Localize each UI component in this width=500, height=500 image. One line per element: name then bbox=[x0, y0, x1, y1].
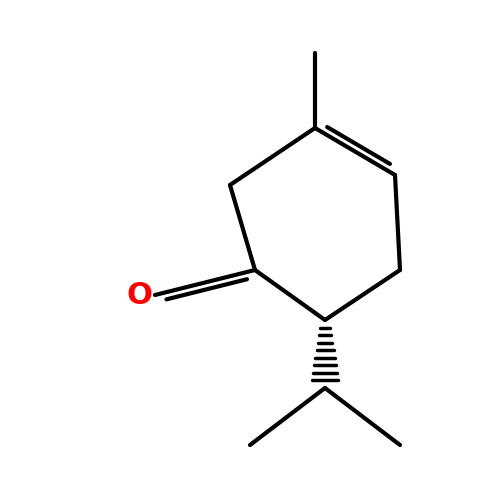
Text: O: O bbox=[126, 280, 152, 310]
